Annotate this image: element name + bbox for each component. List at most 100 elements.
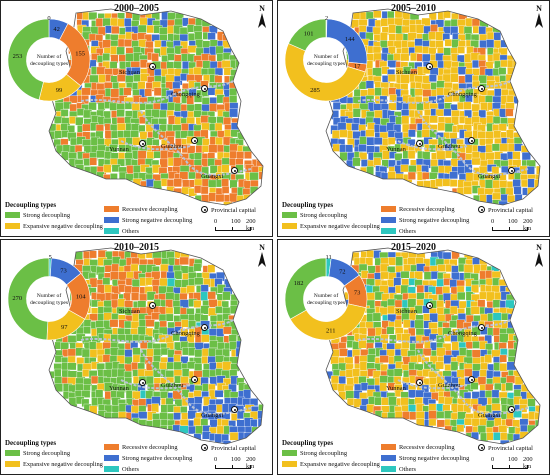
- county-expansive: [187, 45, 198, 53]
- river-line: [140, 110, 252, 177]
- legend-item-others: Others: [381, 228, 416, 235]
- province-label-sichuan: Sichuan: [119, 69, 140, 76]
- county-recessive: [173, 157, 183, 167]
- county-strong: [470, 382, 479, 390]
- county-recessive: [89, 250, 97, 259]
- county-strong: [159, 109, 167, 118]
- county-recessive: [250, 179, 259, 188]
- county-strong: [387, 412, 396, 420]
- county-strong: [498, 67, 507, 75]
- county-expansive: [387, 171, 396, 180]
- county-strong: [61, 151, 69, 161]
- county-strong: [60, 123, 69, 131]
- county-expansive: [442, 286, 451, 294]
- county-strong: [188, 347, 196, 356]
- county-expansive: [463, 101, 472, 110]
- county-strong: [109, 144, 118, 153]
- donut-value-label: 73: [60, 268, 67, 275]
- county-expansive: [485, 143, 493, 153]
- provincial-capital-icon: [139, 379, 146, 386]
- county-recessive: [471, 349, 482, 359]
- county-strong-negative: [337, 122, 347, 131]
- study-area-boundary: [48, 8, 264, 206]
- county-expansive: [330, 375, 340, 384]
- county-recessive: [499, 354, 507, 363]
- scale-tick-label: 100: [508, 456, 518, 463]
- county-recessive: [173, 178, 182, 188]
- donut-slice-expansive: [289, 303, 367, 341]
- county-expansive: [456, 369, 465, 379]
- study-area-boundary: [48, 247, 264, 445]
- county-strong: [186, 361, 196, 370]
- county-strong: [249, 172, 259, 181]
- legend-item-recessive: Recessive decoupling: [381, 444, 455, 451]
- legend-label: Strong decoupling: [300, 212, 348, 219]
- donut-value-label: 73: [354, 290, 361, 297]
- county-expansive: [436, 150, 446, 161]
- legend-item-strong: Strong decoupling: [282, 450, 347, 457]
- county-strong-negative: [435, 53, 444, 63]
- legend-item-expansive: Expansive negative decoupling: [5, 461, 103, 468]
- donut-value-label: 285: [310, 87, 320, 94]
- county-strong: [429, 172, 438, 180]
- county-expansive: [444, 39, 453, 47]
- county-expansive: [222, 40, 231, 48]
- county-expansive: [201, 348, 210, 357]
- legend-title: Decoupling types: [282, 439, 334, 447]
- county-expansive: [132, 354, 141, 363]
- county-strong-negative: [235, 347, 245, 357]
- county-recessive: [153, 87, 162, 96]
- province-label-guizhou: Guizhou: [161, 382, 184, 389]
- legend-label: Expansive negative decoupling: [300, 223, 380, 230]
- legend-swatch-expansive: [282, 461, 297, 467]
- donut-slice-strong: [288, 18, 327, 52]
- provincial-capital-icon: [149, 63, 156, 70]
- county-expansive: [521, 145, 529, 154]
- county-expansive: [374, 110, 383, 119]
- legend-swatch-strong-negative: [104, 217, 119, 223]
- legend-swatch-expansive: [282, 223, 297, 229]
- county-strong: [365, 32, 374, 41]
- county-strong-negative: [486, 39, 495, 48]
- county-strong: [188, 171, 196, 180]
- county-expansive: [480, 362, 488, 371]
- county-strong: [450, 361, 459, 371]
- county-expansive: [437, 264, 446, 272]
- north-label: N: [259, 243, 265, 252]
- legend-swatch-strong: [5, 450, 20, 456]
- legend-title: Decoupling types: [282, 201, 334, 209]
- county-strong: [180, 341, 189, 349]
- donut-slice-strong: [284, 257, 327, 320]
- legend-swatch-recessive: [381, 444, 396, 450]
- county-strong: [492, 277, 500, 287]
- north-arrow-icon: N: [533, 243, 545, 270]
- county-strong-negative: [521, 152, 531, 162]
- panel-title: 2000–2005: [114, 3, 159, 14]
- county-recessive: [478, 60, 487, 68]
- county-expansive: [388, 102, 397, 111]
- legend-swatch-others: [104, 466, 119, 472]
- county-expansive: [223, 201, 232, 205]
- legend-label: Recessive decoupling: [399, 444, 455, 451]
- province-label-chongqing: Chongqing: [448, 330, 477, 337]
- county-expansive: [442, 178, 451, 187]
- county-strong: [102, 53, 110, 61]
- county-expansive: [359, 361, 368, 371]
- county-expansive: [506, 129, 514, 139]
- county-expansive: [393, 53, 402, 61]
- county-recessive: [229, 192, 238, 203]
- legend-label: Strong decoupling: [300, 450, 348, 457]
- county-expansive: [373, 10, 382, 19]
- scale-tick-label: 0: [491, 218, 495, 225]
- donut-value-label: 144: [345, 36, 356, 43]
- legend-item-expansive: Expansive negative decoupling: [282, 223, 380, 230]
- county-strong: [209, 340, 219, 349]
- map-panel: 2000–2005 N Sichuan Chongqing Guizhou Yunnan G…: [0, 0, 273, 237]
- county-recessive: [145, 319, 155, 327]
- county-recessive: [82, 123, 91, 132]
- legend-label: Expansive negative decoupling: [23, 223, 103, 230]
- county-strong: [83, 326, 91, 334]
- county-strong-negative: [415, 389, 425, 398]
